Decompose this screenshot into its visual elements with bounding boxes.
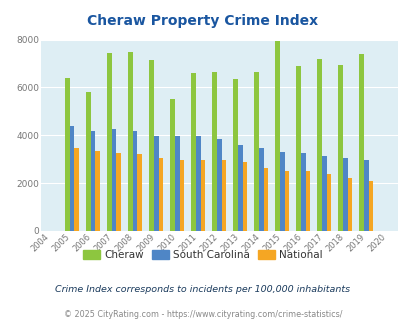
Bar — [284, 171, 288, 231]
Bar — [263, 168, 268, 231]
Legend: Cheraw, South Carolina, National: Cheraw, South Carolina, National — [79, 246, 326, 264]
Bar — [317, 59, 321, 231]
Bar — [326, 174, 330, 231]
Bar — [153, 137, 158, 231]
Bar — [149, 60, 153, 231]
Bar — [296, 66, 300, 231]
Bar — [200, 160, 205, 231]
Bar — [91, 130, 95, 231]
Bar — [191, 73, 196, 231]
Bar — [358, 54, 363, 231]
Bar — [128, 51, 132, 231]
Bar — [275, 41, 279, 231]
Bar — [233, 79, 237, 231]
Bar — [363, 160, 368, 231]
Bar — [338, 65, 342, 231]
Text: Cheraw Property Crime Index: Cheraw Property Crime Index — [87, 15, 318, 28]
Bar — [116, 153, 121, 231]
Bar — [175, 137, 179, 231]
Text: Crime Index corresponds to incidents per 100,000 inhabitants: Crime Index corresponds to incidents per… — [55, 285, 350, 294]
Bar — [342, 158, 347, 231]
Text: © 2025 CityRating.com - https://www.cityrating.com/crime-statistics/: © 2025 CityRating.com - https://www.city… — [64, 310, 341, 319]
Bar — [170, 99, 175, 231]
Bar — [216, 139, 221, 231]
Bar — [74, 148, 79, 231]
Bar — [221, 160, 226, 231]
Bar — [237, 145, 242, 231]
Bar — [111, 129, 116, 231]
Bar — [95, 151, 100, 231]
Bar — [368, 181, 372, 231]
Bar — [321, 156, 326, 231]
Bar — [242, 162, 247, 231]
Bar — [137, 154, 142, 231]
Bar — [347, 178, 352, 231]
Bar — [179, 160, 184, 231]
Bar — [86, 92, 91, 231]
Bar — [279, 152, 284, 231]
Bar — [70, 126, 74, 231]
Bar — [107, 53, 111, 231]
Bar — [158, 158, 163, 231]
Bar — [132, 130, 137, 231]
Bar — [300, 153, 305, 231]
Bar — [258, 148, 263, 231]
Bar — [305, 171, 309, 231]
Bar — [196, 137, 200, 231]
Bar — [254, 72, 258, 231]
Bar — [212, 72, 216, 231]
Bar — [65, 78, 70, 231]
